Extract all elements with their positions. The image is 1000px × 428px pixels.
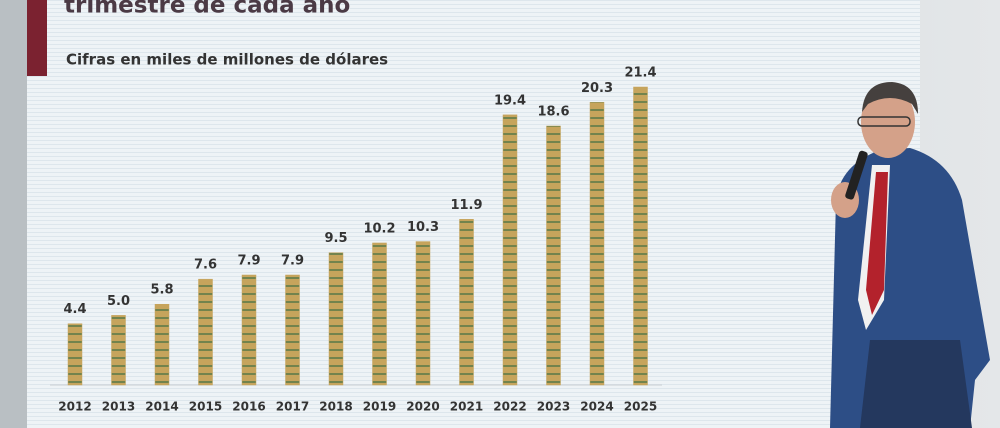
accent-bar [27,0,47,76]
x-tick-label: 2024 [580,400,613,414]
bar [546,125,561,386]
value-label: 7.6 [194,258,217,273]
bar [111,315,126,386]
x-tick-label: 2019 [363,400,396,414]
bar [154,303,170,386]
bar [502,114,518,386]
bar [328,252,344,386]
bar [198,278,213,386]
value-label: 21.4 [624,66,656,81]
face [861,86,915,158]
x-tick-label: 2023 [537,400,570,414]
value-label: 18.6 [537,104,569,119]
x-tick-label: 2025 [624,400,657,414]
microphone [845,150,868,200]
value-label: 10.2 [363,221,395,236]
trousers [860,340,972,428]
bar [589,102,605,386]
bar [415,241,431,386]
glasses [857,116,911,127]
plot: 4.4 2012 5.0 2013 5.8 2014 7.6 2015 7.9 2016 7.9 20… [58,66,657,414]
value-label: 4.4 [63,302,86,317]
x-tick-label: 2022 [493,400,526,414]
value-label: 5.8 [150,283,173,298]
bar [285,274,300,386]
value-label: 5.0 [107,294,130,309]
hair [862,82,918,114]
x-tick-label: 2016 [232,400,265,414]
chart-title: trimestre de cada año [64,0,350,19]
bar [459,219,474,386]
bar [241,274,257,386]
bar [67,323,83,386]
chart-subtitle: Cifras en miles de millones de dólares [66,51,388,69]
x-tick-label: 2021 [450,400,483,414]
tie [866,172,888,315]
x-tick-label: 2012 [58,400,91,414]
x-tick-label: 2015 [189,400,222,414]
value-label: 9.5 [324,231,347,246]
value-label: 7.9 [237,253,260,268]
speaker [830,82,990,428]
x-tick-label: 2013 [102,400,135,414]
value-label: 19.4 [494,93,526,108]
value-label: 11.9 [450,198,482,213]
x-tick-label: 2017 [276,400,309,414]
value-label: 10.3 [407,220,439,235]
screen-edge [0,0,27,428]
x-tick-label: 2014 [145,400,178,414]
value-label: 7.9 [281,253,304,268]
bar [633,86,648,386]
x-tick-label: 2018 [319,400,352,414]
value-label: 20.3 [581,81,613,96]
bar [372,242,387,386]
x-tick-label: 2020 [406,400,439,414]
